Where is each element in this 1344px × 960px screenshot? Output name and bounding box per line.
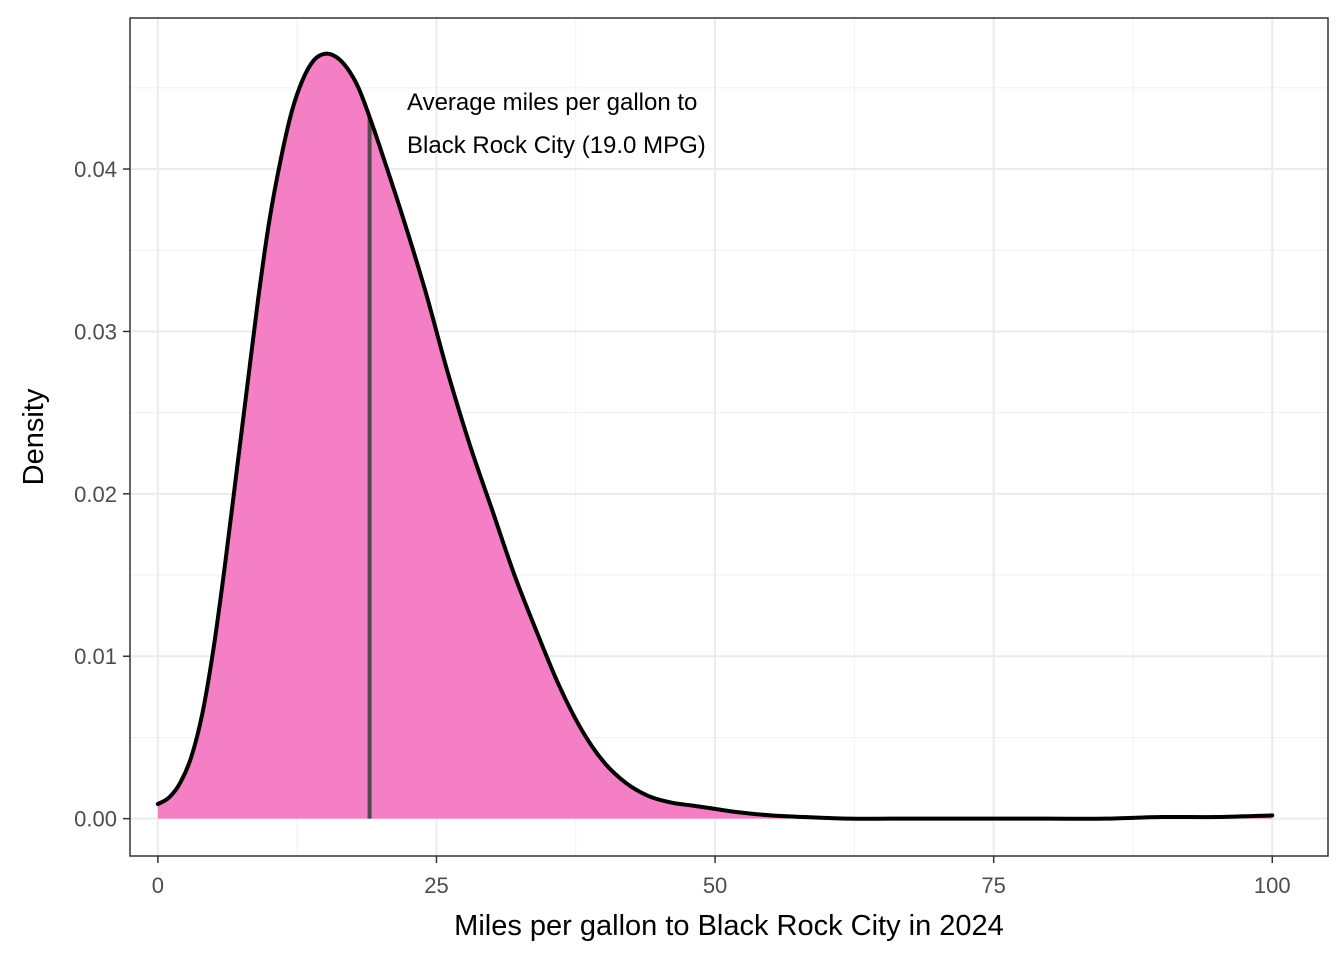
x-axis-title: Miles per gallon to Black Rock City in 2… xyxy=(454,910,1004,942)
x-tick-label: 0 xyxy=(152,873,164,898)
x-tick-label: 25 xyxy=(424,873,448,898)
annotation-line-2: Black Rock City (19.0 MPG) xyxy=(407,132,706,159)
x-tick-label: 50 xyxy=(703,873,727,898)
y-tick-label: 0.03 xyxy=(74,319,117,344)
y-tick-label: 0.01 xyxy=(74,644,117,669)
x-axis: 0 25 50 75 100 xyxy=(152,856,1291,898)
y-axis: 0.00 0.01 0.02 0.03 0.04 xyxy=(74,157,130,832)
x-tick-label: 75 xyxy=(981,873,1005,898)
density-line xyxy=(155,51,1275,821)
y-tick-label: 0.02 xyxy=(74,482,117,507)
y-tick-label: 0.00 xyxy=(74,807,117,832)
y-axis-title: Density xyxy=(18,388,50,485)
annotation-line-1: Average miles per gallon to xyxy=(407,89,697,116)
x-tick-label: 100 xyxy=(1254,873,1291,898)
density-area xyxy=(157,53,1273,819)
panel-border xyxy=(129,17,1329,857)
y-tick-label: 0.04 xyxy=(74,157,117,182)
